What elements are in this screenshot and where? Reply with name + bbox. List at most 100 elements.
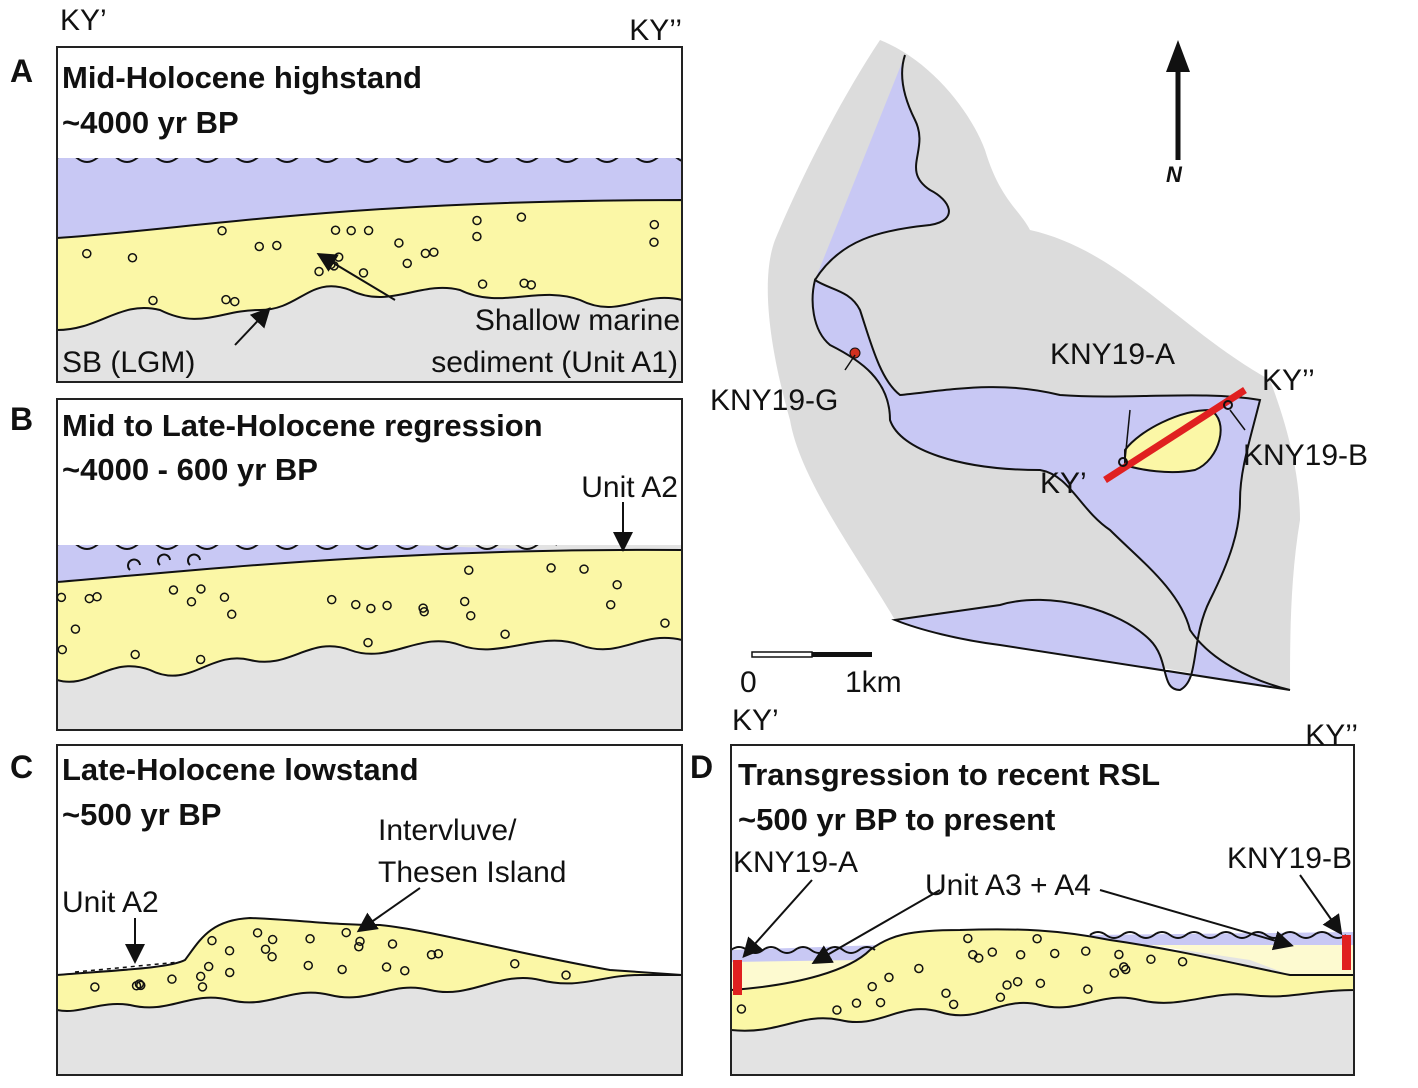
shell (459, 596, 470, 607)
shell (400, 966, 410, 976)
label: SB (LGM) (62, 346, 195, 379)
panel-title: ~500 yr BP (62, 797, 221, 832)
shell (419, 607, 429, 617)
shell (363, 225, 374, 236)
shell (363, 637, 373, 648)
site-label: KNY19-A (1050, 338, 1175, 371)
shell (224, 967, 235, 978)
arrow (742, 879, 813, 958)
panel-title: Mid to Late-Holocene regression (62, 408, 543, 443)
shell (472, 215, 482, 226)
shell (519, 278, 529, 288)
shell (464, 565, 474, 575)
shell (196, 584, 206, 594)
shell (605, 599, 616, 610)
shell (394, 238, 404, 248)
panel-d-frame (730, 744, 1355, 1076)
site-label: KNY19-G (710, 384, 838, 417)
shell (366, 603, 376, 614)
shell (230, 296, 240, 307)
shell (303, 960, 314, 971)
shell (57, 644, 68, 655)
shell (1083, 984, 1093, 994)
shell (736, 1004, 747, 1014)
shell (1002, 980, 1012, 990)
shell (649, 237, 659, 247)
shell (134, 979, 145, 989)
shell (1049, 948, 1060, 959)
shell (207, 935, 217, 946)
shell (1109, 968, 1120, 978)
shell (987, 947, 998, 957)
shell (914, 963, 924, 974)
shell (426, 950, 437, 960)
panel-d-section (731, 745, 1354, 1075)
shell (168, 585, 179, 595)
shell (1120, 964, 1131, 975)
panel-title: ~500 yr BP to present (738, 802, 1055, 837)
arrow (356, 887, 421, 933)
shell (1012, 976, 1023, 987)
shell (203, 961, 214, 972)
shell (875, 997, 886, 1008)
section-end: KY’’ (1305, 719, 1358, 752)
shell (130, 649, 140, 660)
shell (305, 934, 315, 944)
shell (516, 212, 527, 222)
shell (333, 252, 344, 262)
label: Unit A3 + A4 (925, 869, 1091, 902)
section-end: KY’’ (1262, 364, 1315, 397)
shell (221, 294, 231, 305)
site-label: KNY19-B (1227, 842, 1352, 875)
shell (884, 972, 894, 983)
shell (1146, 954, 1156, 965)
shell (314, 266, 324, 277)
shell (1177, 957, 1188, 967)
section-end: KY’’ (629, 14, 682, 47)
label: Unit A2 (62, 886, 159, 919)
shell (267, 952, 277, 962)
panel-title: Late-Holocene lowstand (62, 752, 419, 787)
panel-title: Transgression to recent RSL (738, 757, 1160, 792)
shell (226, 609, 237, 620)
label: Thesen Island (378, 856, 566, 889)
scale-label: 1km (845, 666, 902, 699)
shell (197, 982, 208, 992)
section-end: KY’ (1040, 467, 1087, 500)
panel-letter: D (690, 749, 713, 785)
shell (70, 624, 81, 634)
shells (56, 212, 1188, 1015)
shell (433, 948, 444, 959)
shell (254, 241, 265, 252)
shell (561, 970, 571, 980)
panel-a-frame (56, 46, 683, 383)
arrow (1299, 874, 1343, 936)
site-label: KNY19-A (733, 846, 858, 879)
shell (382, 600, 392, 611)
section-end: KY’ (732, 704, 779, 737)
shell (546, 563, 556, 573)
shell (186, 597, 197, 607)
shell (346, 225, 356, 236)
shell (1032, 933, 1042, 944)
shell (195, 971, 206, 982)
shell (1035, 978, 1046, 989)
panel-letter: B (10, 401, 33, 437)
shell (948, 999, 959, 1010)
shell (351, 599, 361, 610)
label: Unit A2 (581, 471, 678, 504)
shell (381, 962, 392, 972)
panel-title: ~4000 - 600 yr BP (62, 452, 318, 487)
shell (500, 629, 510, 639)
panel-letter: C (10, 749, 33, 785)
panel-title: Mid-Holocene highstand (62, 60, 422, 95)
shell (341, 927, 351, 938)
shell (1114, 949, 1124, 960)
shell (402, 258, 412, 269)
shell (649, 219, 660, 230)
panel-b-section (57, 399, 682, 730)
shell (267, 934, 278, 945)
shell (260, 944, 271, 954)
shell (272, 240, 282, 251)
section-end: KY’ (60, 4, 107, 37)
